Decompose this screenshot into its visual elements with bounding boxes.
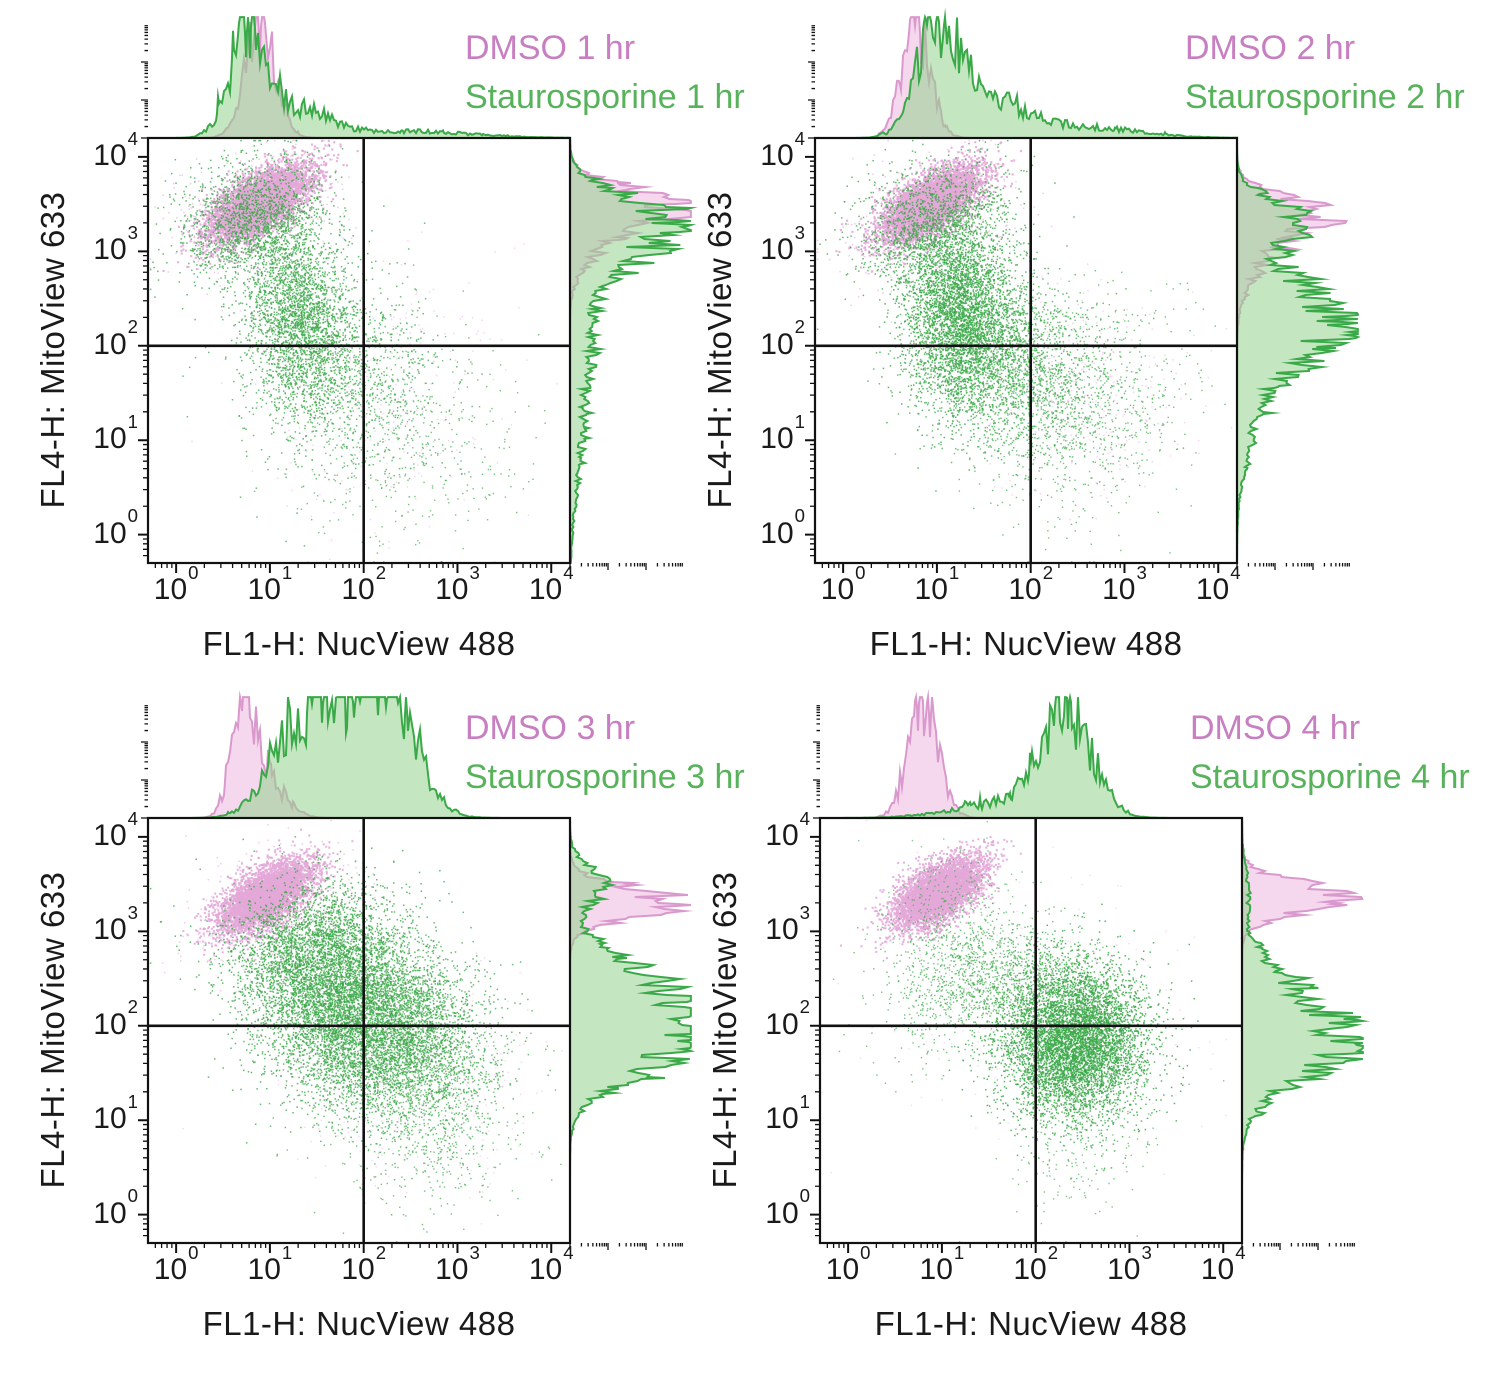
panel-dmso-vs-staurosporine-1hr: FL4-H: MitoView 633 FL1-H: NucView 488 D… xyxy=(0,6,830,696)
y-tick-label: 101 xyxy=(93,410,138,456)
legend-2hr: DMSO 2 hr Staurosporine 2 hr xyxy=(1185,24,1465,122)
x-tick-label: 100 xyxy=(153,561,199,606)
legend-staurosporine-3hr: Staurosporine 3 hr xyxy=(465,758,745,796)
legend-staurosporine-1hr: Staurosporine 1 hr xyxy=(465,78,745,116)
legend-1hr: DMSO 1 hr Staurosporine 1 hr xyxy=(465,24,745,122)
x-axis-label: FL1-H: NucView 488 xyxy=(202,625,516,662)
x-tick-label: 100 xyxy=(153,1241,199,1286)
y-tick-label: 102 xyxy=(765,996,810,1041)
legend-dmso-3hr: DMSO 3 hr xyxy=(465,709,636,747)
y-axis-label: FL4-H: MitoView 633 xyxy=(706,871,743,1189)
y-axis-label: FL4-H: MitoView 633 xyxy=(34,191,71,509)
x-tick-label: 103 xyxy=(1107,1241,1152,1286)
y-axis-label: FL4-H: MitoView 633 xyxy=(34,871,71,1189)
y-tick-label: 100 xyxy=(760,505,805,550)
x-tick-label: 101 xyxy=(919,1241,965,1286)
y-tick-label: 100 xyxy=(93,1185,138,1230)
x-axis-label: FL1-H: NucView 488 xyxy=(202,1305,516,1342)
y-tick-label: 101 xyxy=(760,410,805,456)
y-tick-label: 104 xyxy=(93,127,138,172)
x-tick-label: 103 xyxy=(435,561,480,606)
legend-dmso-4hr: DMSO 4 hr xyxy=(1190,709,1361,747)
legend-4hr: DMSO 4 hr Staurosporine 4 hr xyxy=(1190,704,1470,802)
y-tick-label: 104 xyxy=(760,127,805,172)
y-tick-label: 103 xyxy=(93,902,138,947)
y-tick-label: 100 xyxy=(93,505,138,550)
y-tick-label: 102 xyxy=(93,996,138,1041)
flow-plot-canvas-3hr xyxy=(0,686,760,1376)
x-tick-label: 100 xyxy=(820,561,866,606)
x-tick-label: 100 xyxy=(825,1241,871,1286)
x-tick-label: 104 xyxy=(528,1241,574,1286)
y-tick-label: 101 xyxy=(765,1090,810,1136)
flow-plot-canvas-2hr xyxy=(667,6,1427,696)
y-tick-label: 102 xyxy=(93,316,138,361)
y-tick-label: 104 xyxy=(93,807,138,852)
legend-3hr: DMSO 3 hr Staurosporine 3 hr xyxy=(465,704,745,802)
x-tick-label: 103 xyxy=(1102,561,1147,606)
legend-staurosporine-4hr: Staurosporine 4 hr xyxy=(1190,758,1470,796)
flow-plot-canvas-1hr xyxy=(0,6,760,696)
legend-staurosporine-2hr: Staurosporine 2 hr xyxy=(1185,78,1465,116)
x-axis-label: FL1-H: NucView 488 xyxy=(869,625,1183,662)
x-axis-label: FL1-H: NucView 488 xyxy=(874,1305,1188,1342)
panel-dmso-vs-staurosporine-3hr: FL4-H: MitoView 633 FL1-H: NucView 488 D… xyxy=(0,686,830,1376)
x-tick-label: 104 xyxy=(528,561,574,606)
y-tick-label: 103 xyxy=(760,222,805,267)
x-tick-label: 101 xyxy=(247,1241,293,1286)
x-tick-label: 102 xyxy=(1008,561,1054,606)
x-tick-label: 103 xyxy=(435,1241,480,1286)
y-tick-label: 102 xyxy=(760,316,805,361)
x-tick-label: 101 xyxy=(247,561,293,606)
y-tick-label: 104 xyxy=(765,807,810,852)
panel-dmso-vs-staurosporine-2hr: FL4-H: MitoView 633 FL1-H: NucView 488 D… xyxy=(667,6,1497,696)
y-tick-label: 103 xyxy=(93,222,138,267)
x-tick-label: 102 xyxy=(341,561,387,606)
panel-dmso-vs-staurosporine-4hr: FL4-H: MitoView 633 FL1-H: NucView 488 D… xyxy=(672,686,1497,1376)
x-tick-label: 102 xyxy=(341,1241,387,1286)
y-tick-label: 100 xyxy=(765,1185,810,1230)
x-tick-label: 104 xyxy=(1200,1241,1246,1286)
legend-dmso-2hr: DMSO 2 hr xyxy=(1185,29,1356,67)
y-tick-label: 101 xyxy=(93,1090,138,1136)
x-tick-label: 101 xyxy=(914,561,960,606)
legend-dmso-1hr: DMSO 1 hr xyxy=(465,29,636,67)
y-tick-label: 103 xyxy=(765,902,810,947)
x-tick-label: 102 xyxy=(1013,1241,1059,1286)
y-axis-label: FL4-H: MitoView 633 xyxy=(701,191,738,509)
flow-plot-canvas-4hr xyxy=(672,686,1432,1376)
x-tick-label: 104 xyxy=(1195,561,1241,606)
